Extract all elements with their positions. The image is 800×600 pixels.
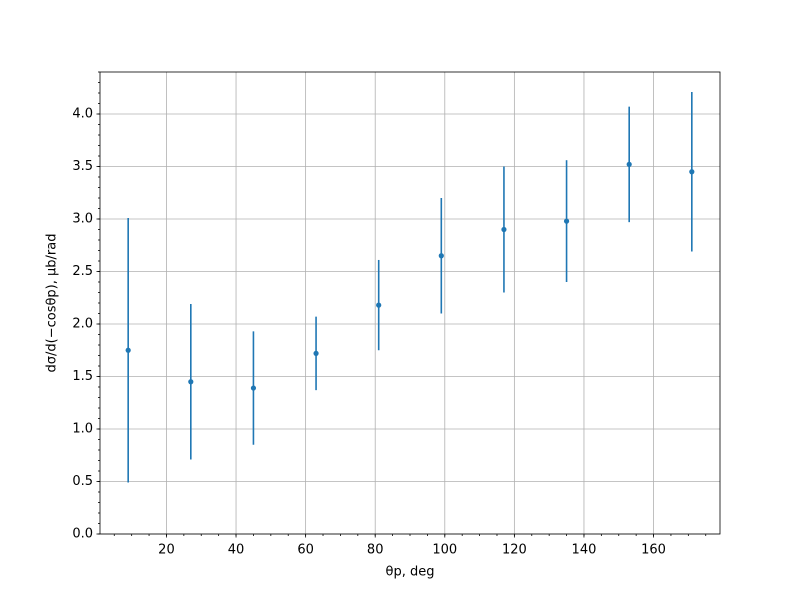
data-point (501, 226, 507, 233)
y-tick-label: 2.5 (72, 264, 93, 279)
x-tick-label: 120 (502, 543, 527, 558)
data-point (438, 253, 444, 259)
x-tick-label: 20 (158, 543, 175, 558)
x-tick-label: 80 (367, 543, 384, 558)
plot-frame (99, 71, 721, 535)
x-tick-label: 60 (297, 543, 314, 558)
x-tick-label: 140 (572, 543, 597, 558)
data-point (188, 379, 194, 385)
data-point (689, 169, 695, 175)
y-tick-label: 1.0 (72, 422, 93, 437)
y-tick-label: 0.0 (72, 527, 93, 542)
y-tick-label: 0.5 (72, 474, 93, 489)
data-point (376, 302, 382, 308)
x-tick-label: 100 (432, 543, 457, 558)
y-tick-label: 1.5 (72, 369, 93, 384)
data-point (626, 161, 632, 167)
data-point (250, 385, 257, 391)
y-tick-label: 4.0 (72, 107, 93, 122)
data-point (563, 218, 570, 224)
x-tick-label: 40 (228, 543, 245, 558)
x-tick-label: 160 (641, 543, 666, 558)
y-tick-label: 3.5 (72, 159, 93, 174)
data-point (313, 350, 319, 356)
y-tick-label: 3.0 (72, 212, 93, 227)
x-axis-label: θp, deg (386, 565, 435, 580)
data-point (125, 347, 131, 353)
y-tick-label: 2.0 (72, 317, 93, 332)
y-axis-label: dσ/d(−cosθp), μb/rad (45, 234, 60, 373)
